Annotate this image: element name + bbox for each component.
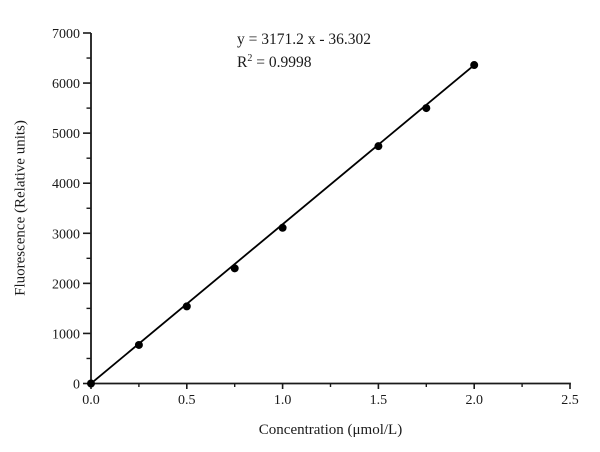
- x-tick-label: 0.0: [82, 393, 100, 408]
- y-axis-title: Fluorescence (Relative units): [12, 120, 29, 296]
- r-squared-value: = 0.9998: [252, 53, 312, 71]
- data-point: [278, 223, 287, 232]
- x-axis-title: Concentration (μmol/L): [258, 422, 403, 438]
- x-tick-label: 0.5: [178, 393, 196, 408]
- y-tick-label: 5000: [52, 127, 80, 142]
- data-point: [230, 264, 239, 273]
- x-tick-label: 1.5: [370, 393, 388, 408]
- x-tick-label: 2.0: [465, 393, 483, 408]
- data-point: [422, 104, 431, 113]
- data-point: [87, 379, 95, 388]
- data-point: [182, 302, 191, 311]
- r-squared-symbol: R: [237, 53, 248, 71]
- x-tick-label: 2.5: [561, 393, 579, 408]
- y-tick-label: 2000: [52, 277, 80, 292]
- y-tick-label: 1000: [52, 327, 80, 342]
- y-tick-label: 7000: [52, 27, 80, 42]
- y-tick-label: 4000: [52, 177, 80, 192]
- data-point: [374, 142, 383, 151]
- x-tick-label: 1.0: [274, 393, 292, 408]
- fit-equation: y = 3171.2 x - 36.302: [237, 31, 372, 48]
- fit-annotation: y = 3171.2 x - 36.302 R2 = 0.9998: [237, 29, 371, 74]
- fit-r-squared: R2 = 0.9998: [237, 52, 371, 75]
- data-point: [134, 340, 143, 349]
- y-tick-label: 3000: [52, 227, 80, 242]
- y-tick-label: 0: [73, 378, 80, 393]
- y-tick-label: 6000: [52, 77, 80, 92]
- data-point: [470, 61, 479, 70]
- r-squared-exponent: 2: [247, 52, 253, 64]
